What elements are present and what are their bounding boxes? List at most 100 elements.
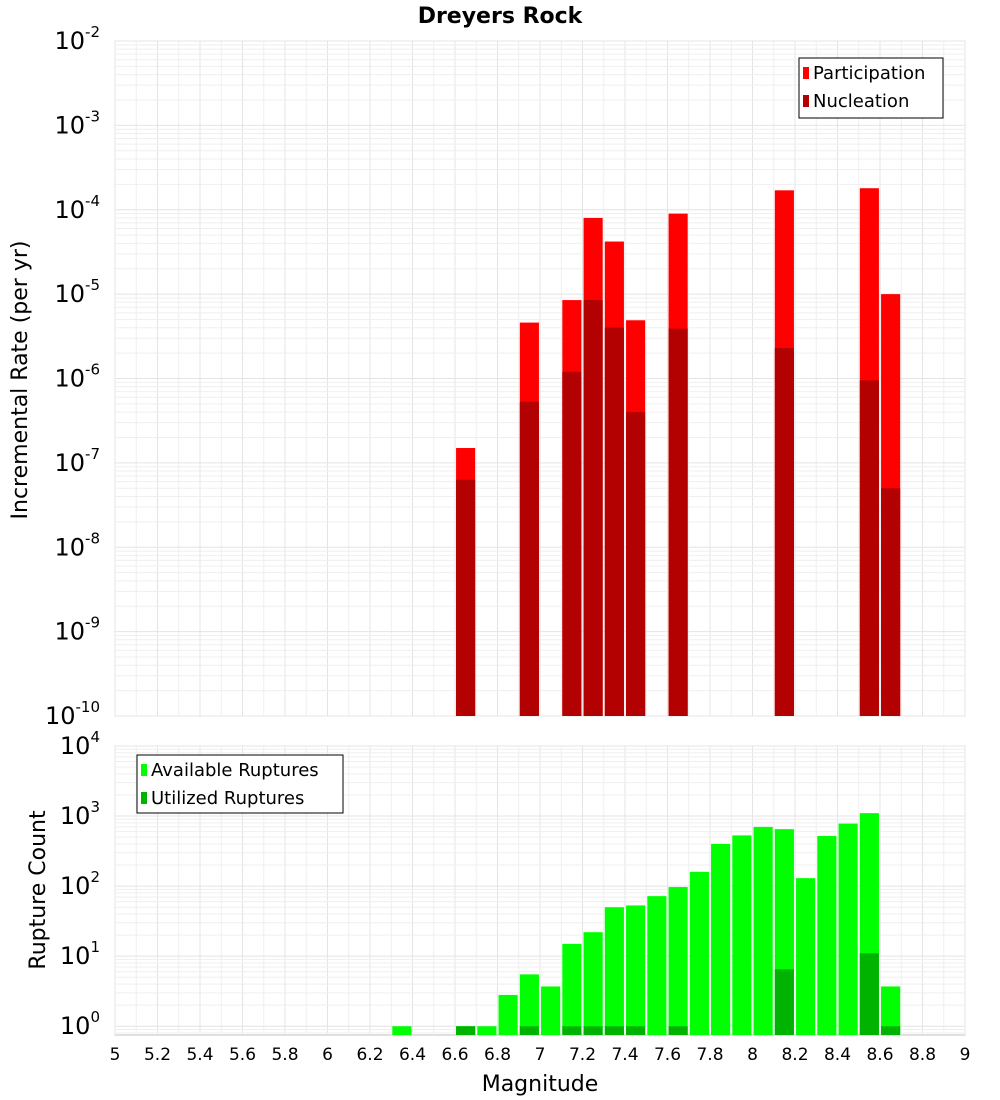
bar-nucleation xyxy=(626,412,646,716)
rate-series-1 xyxy=(456,300,901,716)
y-tick-label: 10-6 xyxy=(54,361,100,393)
bar-available-ruptures xyxy=(392,1026,412,1035)
x-tick-label: 5.2 xyxy=(144,1045,171,1065)
bar-available-ruptures xyxy=(668,887,688,1035)
x-tick-label: 8.8 xyxy=(909,1045,936,1065)
y-tick-label: 10-2 xyxy=(54,23,100,55)
bar-available-ruptures xyxy=(732,835,752,1035)
bar-utilized-ruptures xyxy=(456,1026,476,1035)
x-tick-label: 7.8 xyxy=(696,1045,723,1065)
legend-swatch xyxy=(803,95,809,107)
bar-available-ruptures xyxy=(604,907,624,1035)
y-tick-label: 10-7 xyxy=(54,445,100,477)
rate-legend: Participation Nucleation xyxy=(798,57,944,119)
x-tick-label: 7.6 xyxy=(654,1045,681,1065)
bar-available-ruptures xyxy=(477,1026,497,1035)
x-tick-label: 7.4 xyxy=(611,1045,638,1065)
count-series-1 xyxy=(456,953,901,1035)
x-tick-label: 5.8 xyxy=(271,1045,298,1065)
count-y-ticks: 100 101 102 103 104 xyxy=(60,728,100,1040)
bar-nucleation xyxy=(583,300,603,716)
bar-utilized-ruptures xyxy=(881,1026,901,1035)
x-tick-label: 8.4 xyxy=(824,1045,851,1065)
bar-available-ruptures xyxy=(583,932,603,1035)
bar-nucleation xyxy=(774,347,794,716)
bar-utilized-ruptures xyxy=(604,1026,624,1035)
bar-available-ruptures xyxy=(647,896,667,1035)
bar-utilized-ruptures xyxy=(668,1026,688,1035)
rate-gridlines xyxy=(114,40,966,717)
legend-box xyxy=(136,754,344,814)
legend-label: Participation xyxy=(813,63,925,84)
y-tick-label: 103 xyxy=(60,798,100,830)
legend-label: Utilized Ruptures xyxy=(151,788,304,809)
y-tick-label: 10-9 xyxy=(54,614,100,646)
y-tick-label: 100 xyxy=(60,1008,100,1040)
x-tick-label: 6.4 xyxy=(399,1045,426,1065)
bar-available-ruptures xyxy=(562,943,582,1035)
bar-nucleation xyxy=(456,479,476,716)
x-ticks: 5 5.2 5.4 5.6 5.8 6 6.2 6.4 6.6 6.8 7 7.2 7.4 7.6 7.8 8… xyxy=(110,1045,971,1065)
x-tick-label: 8.2 xyxy=(781,1045,808,1065)
y-tick-label: 10-8 xyxy=(54,529,100,561)
bar-utilized-ruptures xyxy=(562,1026,582,1035)
legend-swatch xyxy=(141,792,147,804)
y-tick-label: 101 xyxy=(60,938,100,970)
bar-available-ruptures xyxy=(796,878,816,1035)
bar-available-ruptures xyxy=(541,986,561,1035)
x-tick-label: 5.6 xyxy=(229,1045,256,1065)
y-tick-label: 10-3 xyxy=(54,107,100,139)
count-panel: 100 101 102 103 104 5 5.2 5.4 5.6 5.8 6 6.2 6.4 6.6 6.… xyxy=(60,728,971,1065)
x-tick-label: 8 xyxy=(747,1045,758,1065)
rate-panel: 10-10 10-9 10-8 10-7 10-6 10-5 10-4 10-3 10-2 Par… xyxy=(45,23,966,730)
y-tick-label: 104 xyxy=(60,728,100,760)
x-tick-label: 7.2 xyxy=(569,1045,596,1065)
legend-swatch xyxy=(803,67,809,79)
bar-available-ruptures xyxy=(689,871,709,1035)
bar-utilized-ruptures xyxy=(626,1026,646,1035)
legend-box xyxy=(798,57,944,119)
bar-available-ruptures xyxy=(817,835,837,1035)
bar-nucleation xyxy=(562,371,582,716)
bar-nucleation xyxy=(859,380,879,716)
chart-title: Dreyers Rock xyxy=(418,4,584,29)
legend-swatch xyxy=(141,764,147,776)
x-tick-label: 6.8 xyxy=(484,1045,511,1065)
legend-label: Nucleation xyxy=(813,91,909,112)
y-tick-label: 10-4 xyxy=(54,192,100,224)
bar-available-ruptures xyxy=(626,905,646,1035)
bar-available-ruptures xyxy=(838,823,858,1035)
bar-nucleation xyxy=(519,401,539,716)
x-tick-label: 6 xyxy=(322,1045,333,1065)
bar-available-ruptures xyxy=(711,843,731,1035)
rate-y-ticks: 10-10 10-9 10-8 10-7 10-6 10-5 10-4 10-3 10-2 xyxy=(45,23,100,730)
x-tick-label: 6.2 xyxy=(356,1045,383,1065)
bar-available-ruptures xyxy=(881,986,901,1035)
x-tick-label: 7 xyxy=(535,1045,546,1065)
bar-utilized-ruptures xyxy=(583,1026,603,1035)
bar-available-ruptures xyxy=(753,826,773,1035)
bar-available-ruptures xyxy=(519,974,539,1035)
bar-utilized-ruptures xyxy=(774,969,794,1035)
y-axis-label-count: Rupture Count xyxy=(26,810,51,970)
bar-nucleation xyxy=(668,328,688,716)
y-tick-label: 10-5 xyxy=(54,276,100,308)
bar-nucleation xyxy=(604,327,624,716)
count-series-0 xyxy=(392,813,901,1035)
count-legend: Available Ruptures Utilized Ruptures xyxy=(136,754,344,814)
bar-utilized-ruptures xyxy=(519,1026,539,1035)
x-tick-label: 8.6 xyxy=(866,1045,893,1065)
bar-utilized-ruptures xyxy=(859,953,879,1035)
x-tick-label: 6.6 xyxy=(441,1045,468,1065)
bar-nucleation xyxy=(881,488,901,716)
y-tick-label: 10-10 xyxy=(45,698,100,730)
bar-available-ruptures xyxy=(498,994,518,1035)
x-tick-label: 9 xyxy=(960,1045,971,1065)
legend-label: Available Ruptures xyxy=(151,760,319,781)
x-tick-label: 5 xyxy=(110,1045,121,1065)
y-tick-label: 102 xyxy=(60,868,100,900)
x-axis-label: Magnitude xyxy=(482,1072,599,1097)
y-axis-label-rate: Incremental Rate (per yr) xyxy=(8,241,33,520)
x-tick-label: 5.4 xyxy=(186,1045,213,1065)
